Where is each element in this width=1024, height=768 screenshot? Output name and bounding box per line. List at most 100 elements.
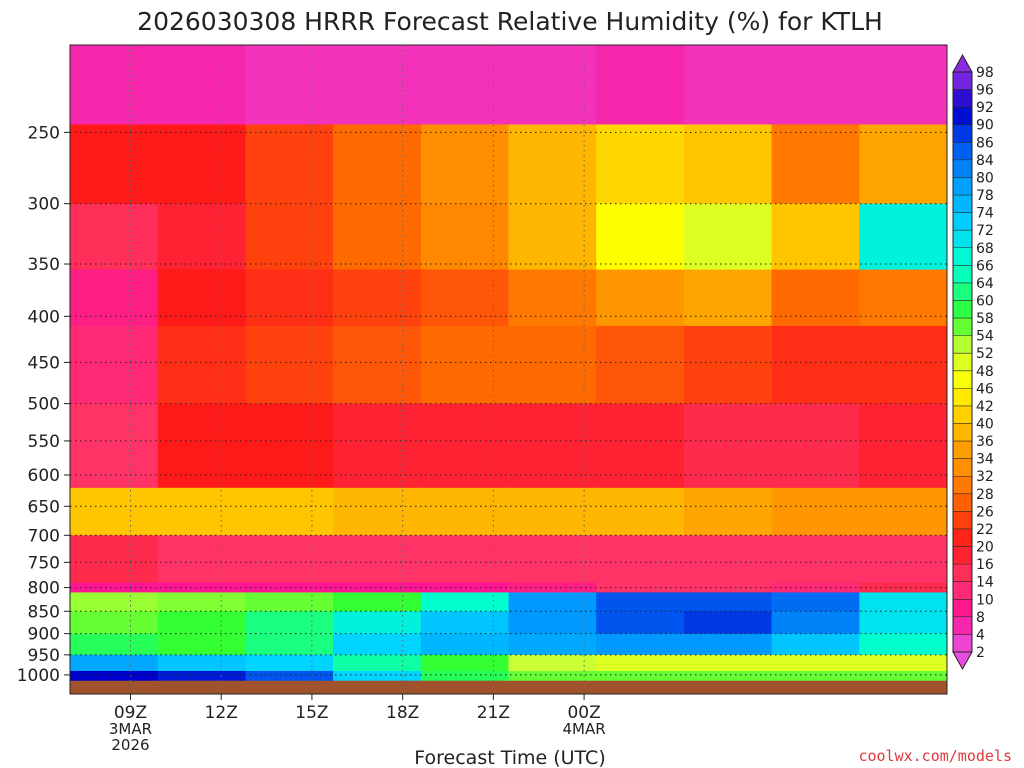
rh-cell-11-6: [596, 633, 685, 656]
rh-cell-3-6: [596, 269, 685, 327]
rh-cell-13-6: [596, 670, 685, 682]
colorbar-label-10: 10: [976, 592, 994, 608]
colorbar-label-98: 98: [976, 65, 994, 81]
colorbar-swatch-46-48: [953, 370, 972, 389]
rh-cell-0-2: [245, 45, 334, 125]
rh-cell-9-3: [333, 592, 422, 612]
rh-cell-6-0: [70, 487, 159, 536]
rh-cell-9-8: [771, 592, 860, 612]
rh-cell-9-6: [596, 592, 685, 612]
rh-cell-4-1: [157, 325, 246, 405]
colorbar-swatch-92-96: [953, 89, 972, 108]
rh-cell-3-8: [771, 269, 860, 327]
rh-cell-8-0: [70, 582, 159, 593]
rh-cell-5-1: [157, 403, 246, 489]
y-tick-label-950: 950: [28, 646, 60, 666]
colorbar-swatch-58-60: [953, 300, 972, 319]
colorbar-swatch-36-40: [953, 423, 972, 442]
rh-cell-10-6: [596, 611, 685, 635]
rh-cell-11-8: [771, 633, 860, 656]
colorbar-swatch-8-10: [953, 599, 972, 618]
x-tick-label-0-1: 3MAR: [109, 720, 152, 738]
rh-cell-0-7: [683, 45, 773, 125]
colorbar-swatch-96-98: [953, 72, 972, 90]
colorbar-swatch-34-36: [953, 441, 972, 459]
rh-cell-12-9: [859, 654, 948, 672]
colorbar-label-68: 68: [976, 241, 994, 257]
x-tick-label-12-0: 21Z: [477, 703, 510, 723]
credit-link[interactable]: coolwx.com/models: [858, 747, 1012, 765]
rh-cell-1-6: [596, 124, 685, 205]
colorbar-label-58: 58: [976, 311, 994, 327]
rh-cell-6-8: [771, 487, 860, 536]
rh-cell-13-2: [245, 670, 334, 682]
x-axis-label: Forecast Time (UTC): [414, 747, 605, 768]
rh-cell-5-2: [245, 403, 334, 489]
rh-cell-1-3: [333, 124, 422, 205]
rh-cell-0-9: [859, 45, 948, 125]
colorbar-label-78: 78: [976, 188, 994, 204]
rh-cell-7-1: [157, 535, 246, 584]
rh-cell-4-0: [70, 325, 159, 405]
rh-cell-4-4: [420, 325, 509, 405]
y-tick-label-450: 450: [28, 353, 60, 373]
colorbar-label-42: 42: [976, 399, 994, 415]
rh-cell-4-7: [683, 325, 773, 405]
colorbar-label-90: 90: [976, 118, 994, 134]
rh-cell-6-3: [333, 487, 422, 536]
colorbar-label-54: 54: [976, 329, 994, 345]
colorbar-label-92: 92: [976, 100, 994, 116]
y-tick-label-650: 650: [28, 497, 60, 517]
rh-cell-2-8: [771, 203, 860, 271]
colorbar-swatch-22-26: [953, 511, 972, 530]
rh-cell-3-9: [859, 269, 948, 327]
colorbar-swatch-4-8: [953, 616, 972, 635]
rh-cell-7-4: [420, 535, 509, 584]
rh-cell-12-1: [157, 654, 246, 672]
rh-cell-3-7: [683, 269, 773, 327]
y-tick-label-700: 700: [28, 526, 60, 546]
rh-cell-1-4: [420, 124, 509, 205]
rh-cell-11-5: [508, 633, 597, 656]
colorbar-bottom-arrow: [952, 651, 973, 671]
rh-cell-10-7: [683, 611, 773, 635]
colorbar-swatch-80-84: [953, 159, 972, 178]
y-tick-label-800: 800: [28, 579, 60, 599]
rh-cell-13-3: [333, 670, 422, 682]
rh-cell-5-9: [859, 403, 948, 489]
y-axis: 250 300 350 400 450 500 550 600 650 700 750 800 850 9…: [17, 123, 70, 686]
rh-cell-12-5: [508, 654, 597, 672]
rh-cell-5-8: [771, 403, 860, 489]
rh-cell-10-0: [70, 611, 159, 635]
colorbar-label-14: 14: [976, 575, 994, 591]
rh-cell-2-5: [508, 203, 597, 271]
rh-cell-7-6: [596, 535, 685, 584]
rh-cell-3-3: [333, 269, 422, 327]
rh-cell-6-5: [508, 487, 597, 536]
rh-cell-7-9: [859, 535, 948, 584]
rh-cell-3-5: [508, 269, 597, 327]
rh-cell-9-9: [859, 592, 948, 612]
colorbar-swatch-32-34: [953, 458, 972, 477]
y-tick-label-900: 900: [28, 625, 60, 645]
y-tick-label-250: 250: [28, 123, 60, 143]
x-tick-label-15-0: 00Z: [567, 703, 600, 723]
colorbar-swatch-2-4: [953, 634, 972, 653]
rh-cell-2-6: [596, 203, 685, 271]
rh-cell-12-2: [245, 654, 334, 672]
rh-cell-5-6: [596, 403, 685, 489]
rh-cell-7-0: [70, 535, 159, 584]
rh-cell-6-9: [859, 487, 948, 536]
rh-cell-11-0: [70, 633, 159, 656]
colorbar-label-64: 64: [976, 276, 994, 292]
rh-cell-8-9: [859, 582, 948, 593]
y-tick-label-750: 750: [28, 553, 60, 573]
rh-cell-6-1: [157, 487, 246, 536]
rh-cell-11-4: [420, 633, 509, 656]
rh-cell-0-4: [420, 45, 509, 125]
colorbar-label-66: 66: [976, 258, 994, 274]
rh-cell-11-2: [245, 633, 334, 656]
rh-cell-5-3: [333, 403, 422, 489]
colorbar-swatch-54-58: [953, 318, 972, 336]
colorbar-swatch-48-52: [953, 353, 972, 372]
